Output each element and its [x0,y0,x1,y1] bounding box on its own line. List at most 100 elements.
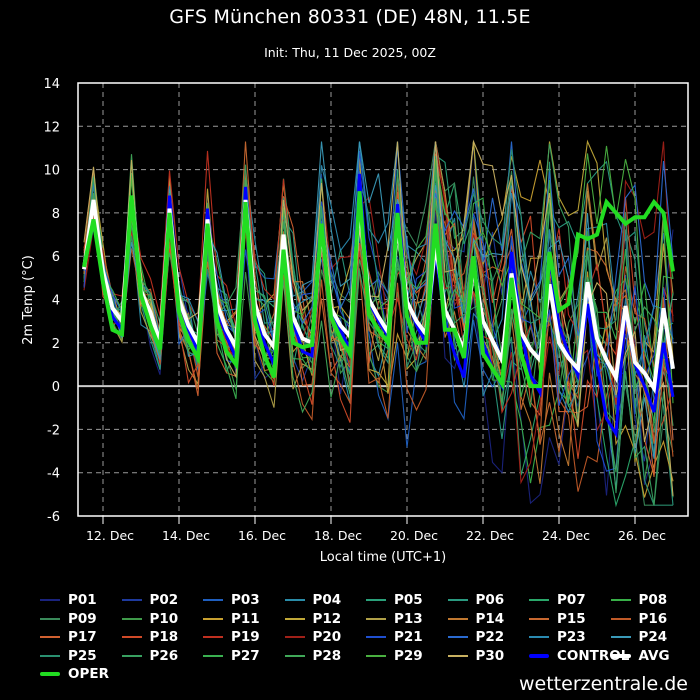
legend-item-p29: P29 [366,647,423,665]
legend-item-p12: P12 [284,610,342,628]
legend-item-p06: P06 [447,591,505,609]
x-axis-label: Local time (UTC+1) [320,550,446,565]
legend-swatch [284,599,305,601]
legend-label: P17 [68,629,97,645]
chart-title: GFS München 80331 (DE) 48N, 11.5E [169,6,531,28]
chart-subtitle: Init: Thu, 11 Dec 2025, 00Z [264,45,436,60]
legend-swatch [203,636,223,638]
legend-label: P06 [475,592,505,608]
series-line-oper [82,191,675,390]
legend-swatch [121,617,142,620]
legend-label: P03 [231,592,260,608]
legend-item-p11: P11 [203,610,260,628]
legend-label: P25 [68,647,97,664]
y-tick-label: 12 [43,120,60,135]
legend-item-p08: P08 [610,591,668,609]
legend-label: P18 [149,629,179,645]
legend-item-p17: P17 [40,628,97,646]
legend-label: P10 [149,610,179,627]
legend-label: P01 [68,592,97,608]
legend-item-control: CONTROL [529,647,629,665]
legend-label: P12 [312,610,342,627]
legend-swatch [121,599,142,601]
legend-swatch [529,653,549,658]
x-tick-label: 14. Dec [162,528,210,543]
legend-item-p18: P18 [121,628,179,646]
y-tick-label: 14 [43,77,60,92]
legend-label: P08 [638,592,668,608]
legend-label: P28 [312,647,342,664]
legend-label: P29 [394,647,423,664]
legend-label: P07 [557,592,586,608]
legend-swatch [203,599,223,601]
legend-swatch [40,617,60,620]
y-tick-label: 8 [52,207,60,222]
legend-swatch [447,654,468,657]
legend-item-p22: P22 [447,628,505,646]
legend-label: P30 [475,647,505,664]
legend-item-p27: P27 [203,647,260,665]
legend-swatch [610,617,631,620]
legend-swatch [447,599,468,601]
y-tick-label: 2 [52,337,60,352]
member-line-p30 [83,139,674,497]
legend-label: P19 [231,629,260,645]
legend-label: P09 [68,610,97,627]
legend-item-p03: P03 [203,591,260,609]
x-axis-ticks: 12. Dec 14. Dec 16. Dec 18. Dec 20. Dec 22. D… [86,516,666,543]
x-tick-label: 26. Dec [618,528,666,543]
legend-item-p13: P13 [366,610,423,628]
legend-item-p30: P30 [447,647,505,665]
legend-item-p15: P15 [529,610,586,628]
legend-label: P05 [394,592,423,608]
legend-item-p21: P21 [366,628,423,646]
legend-item-avg: AVG [610,647,670,665]
y-tick-label: -4 [47,467,60,482]
legend-swatch [529,599,549,601]
legend-item-p28: P28 [284,647,342,665]
x-tick-label: 16. Dec [238,528,286,543]
legend-swatch [203,617,223,620]
legend-item-p20: P20 [284,628,342,646]
legend-swatch [610,653,631,658]
legend-item-p09: P09 [40,610,97,628]
legend-swatch [40,672,60,676]
legend-item-oper: OPER [40,665,109,683]
legend-swatch [610,599,631,601]
x-tick-label: 20. Dec [390,528,438,543]
legend-item-p19: P19 [203,628,260,646]
y-tick-label: 10 [43,164,60,179]
legend-label: OPER [68,666,109,682]
main-series [82,173,675,439]
legend-label: P11 [231,610,260,627]
legend-label: P20 [312,629,342,645]
legend-swatch [366,654,386,657]
source-credit: wetterzentrale.de [519,673,688,695]
member-line-p26 [83,143,674,506]
legend-item-p10: P10 [121,610,179,628]
legend-swatch [284,636,305,638]
legend-swatch [203,654,223,657]
legend-item-p07: P07 [529,591,586,609]
legend-swatch [366,636,386,638]
legend-label: P02 [149,592,179,608]
legend-swatch [610,636,631,638]
legend-swatch [529,617,549,620]
legend-swatch [40,599,60,601]
legend-swatch [284,617,305,620]
legend-item-p04: P04 [284,591,341,609]
legend-label: P21 [394,629,423,645]
x-tick-label: 24. Dec [542,528,590,543]
member-line-p17 [83,188,674,476]
legend-label: P14 [475,610,505,627]
legend-label: P16 [638,610,668,627]
x-tick-label: 22. Dec [466,528,514,543]
legend-label: P22 [475,629,505,645]
y-axis-ticks: -6 -4 -2 0 2 4 6 8 10 12 14 [43,77,60,525]
chart-grid [78,83,688,516]
legend-label: CONTROL [557,647,630,664]
legend-item-p26: P26 [121,647,178,665]
legend-item-p24: P24 [610,628,667,646]
y-tick-label: 4 [52,294,60,309]
